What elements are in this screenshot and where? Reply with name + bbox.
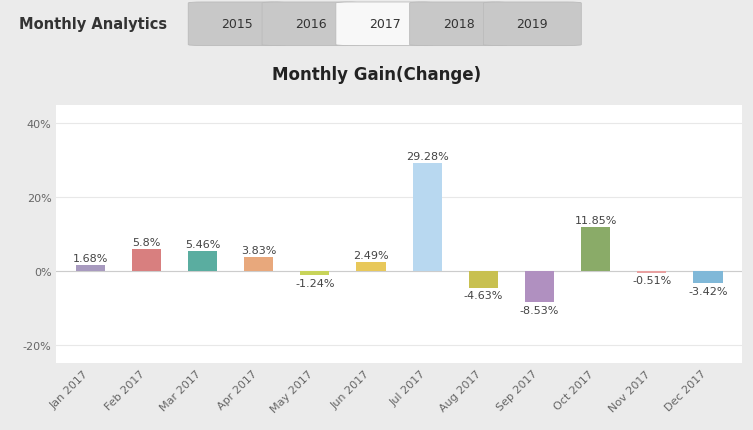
Text: 29.28%: 29.28% bbox=[406, 151, 449, 161]
Bar bbox=[75, 265, 105, 271]
Text: Monthly Gain(Change): Monthly Gain(Change) bbox=[272, 66, 481, 84]
Bar bbox=[188, 251, 217, 271]
Bar bbox=[525, 271, 554, 303]
Text: Monthly Analytics: Monthly Analytics bbox=[19, 17, 167, 32]
FancyBboxPatch shape bbox=[483, 3, 581, 46]
Text: -3.42%: -3.42% bbox=[688, 286, 727, 296]
Text: 3.83%: 3.83% bbox=[241, 245, 276, 255]
Text: -8.53%: -8.53% bbox=[520, 305, 559, 315]
FancyBboxPatch shape bbox=[336, 3, 434, 46]
Bar bbox=[244, 257, 273, 271]
Text: 11.85%: 11.85% bbox=[575, 215, 617, 225]
Bar bbox=[637, 271, 666, 273]
Text: 2018: 2018 bbox=[443, 18, 474, 31]
FancyBboxPatch shape bbox=[410, 3, 508, 46]
Text: 2.49%: 2.49% bbox=[353, 250, 389, 260]
Text: 2016: 2016 bbox=[295, 18, 327, 31]
Bar bbox=[300, 271, 330, 276]
Text: 2019: 2019 bbox=[517, 18, 548, 31]
Bar bbox=[468, 271, 498, 288]
Text: 1.68%: 1.68% bbox=[72, 253, 108, 263]
FancyBboxPatch shape bbox=[262, 3, 360, 46]
Bar bbox=[132, 250, 161, 271]
Text: -1.24%: -1.24% bbox=[295, 278, 334, 288]
Text: 5.46%: 5.46% bbox=[184, 239, 220, 249]
Bar bbox=[581, 227, 610, 271]
Text: -0.51%: -0.51% bbox=[633, 276, 672, 286]
Bar bbox=[694, 271, 723, 284]
Text: 2015: 2015 bbox=[221, 18, 253, 31]
Bar bbox=[356, 262, 386, 271]
Text: 2017: 2017 bbox=[369, 18, 401, 31]
Text: 5.8%: 5.8% bbox=[133, 238, 160, 248]
FancyBboxPatch shape bbox=[188, 3, 286, 46]
Bar bbox=[413, 163, 442, 271]
Text: -4.63%: -4.63% bbox=[464, 291, 503, 301]
